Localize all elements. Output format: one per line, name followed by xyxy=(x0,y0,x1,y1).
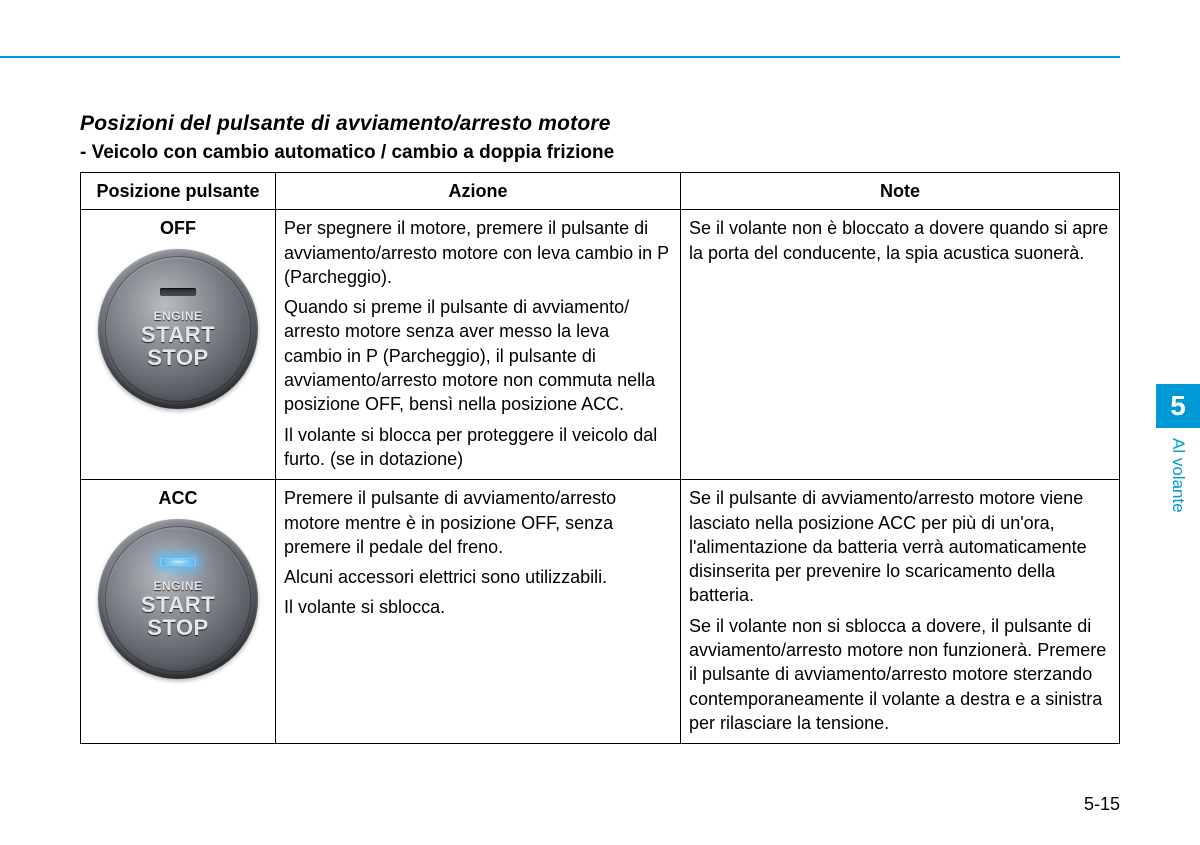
engine-button-wrap: ENGINE START STOP xyxy=(81,245,275,415)
position-label: OFF xyxy=(81,210,275,244)
position-label: ACC xyxy=(81,480,275,514)
section-subtitle: - Veicolo con cambio automatico / cambio… xyxy=(80,142,1120,164)
table-header-row: Posizione pulsante Azione Note xyxy=(81,173,1120,210)
led-indicator-off xyxy=(160,288,196,296)
page-content: Posizioni del pulsante di avviamento/arr… xyxy=(80,112,1120,744)
engine-button-wrap: ENGINE START STOP xyxy=(81,515,275,685)
positions-table: Posizione pulsante Azione Note OFF ENGIN… xyxy=(80,172,1120,744)
engine-label: ENGINE xyxy=(141,580,215,593)
engine-button-text: ENGINE START STOP xyxy=(141,580,215,639)
action-cell: Premere il pulsante di avviamento/arrest… xyxy=(276,480,681,744)
action-paragraph: Il volante si sblocca. xyxy=(284,595,672,619)
start-label: START xyxy=(141,323,215,346)
note-cell: Se il volante non è bloccato a dovere qu… xyxy=(681,210,1120,480)
top-rule xyxy=(0,56,1120,58)
action-paragraph: Il volante si blocca per proteggere il v… xyxy=(284,423,672,472)
action-cell: Per spegnere il motore, premere il pulsa… xyxy=(276,210,681,480)
section-title: Posizioni del pulsante di avviamento/arr… xyxy=(80,112,1120,136)
action-paragraph: Premere il pulsante di avviamento/arrest… xyxy=(284,486,672,559)
action-paragraph: Alcuni accessori elettrici sono utilizza… xyxy=(284,565,672,589)
note-paragraph: Se il volante non è bloccato a dovere qu… xyxy=(689,216,1111,265)
start-label: START xyxy=(141,593,215,616)
table-row: OFF ENGINE START STOP Per spegn xyxy=(81,210,1120,480)
stop-label: STOP xyxy=(141,346,215,369)
engine-start-stop-button-off: ENGINE START STOP xyxy=(98,249,258,409)
header-position: Posizione pulsante xyxy=(81,173,276,210)
action-paragraph: Quando si preme il pulsante di avviament… xyxy=(284,295,672,416)
stop-label: STOP xyxy=(141,616,215,639)
led-indicator-on xyxy=(160,558,196,566)
chapter-number: 5 xyxy=(1156,384,1200,428)
header-note: Note xyxy=(681,173,1120,210)
header-action: Azione xyxy=(276,173,681,210)
note-cell: Se il pulsante di avviamento/arresto mot… xyxy=(681,480,1120,744)
position-cell-acc: ACC ENGINE START STOP xyxy=(81,480,276,744)
position-cell-off: OFF ENGINE START STOP xyxy=(81,210,276,480)
chapter-side-tab: 5 Al volante xyxy=(1156,384,1200,513)
action-paragraph: Per spegnere il motore, premere il pulsa… xyxy=(284,216,672,289)
table-row: ACC ENGINE START STOP Premere i xyxy=(81,480,1120,744)
chapter-label: Al volante xyxy=(1168,428,1188,513)
page-number: 5-15 xyxy=(1084,794,1120,815)
engine-start-stop-button-acc: ENGINE START STOP xyxy=(98,519,258,679)
engine-button-text: ENGINE START STOP xyxy=(141,310,215,369)
note-paragraph: Se il volante non si sblocca a dovere, i… xyxy=(689,614,1111,735)
engine-label: ENGINE xyxy=(141,310,215,323)
note-paragraph: Se il pulsante di avviamento/arresto mot… xyxy=(689,486,1111,607)
